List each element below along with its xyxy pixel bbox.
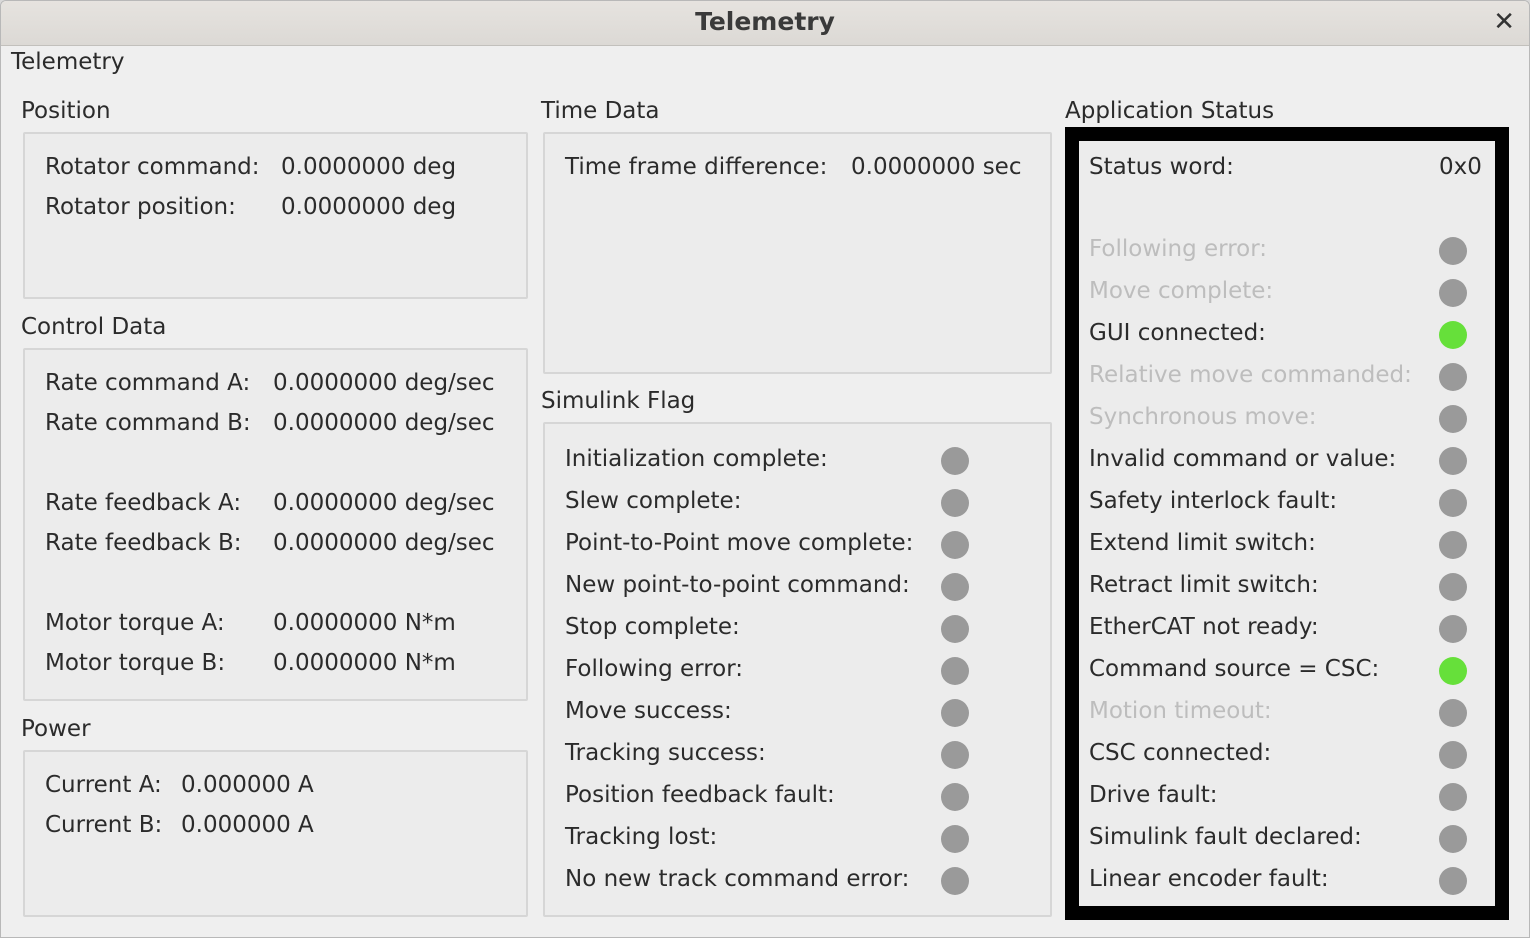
status-indicator-off xyxy=(1439,615,1467,643)
status-indicator-off xyxy=(941,615,969,643)
status-indicator-off xyxy=(1439,447,1467,475)
control-data-label: Motor torque B: xyxy=(45,650,226,676)
simulink-flag-label: No new track command error: xyxy=(565,866,910,892)
app-status-label: EtherCAT not ready: xyxy=(1089,614,1319,640)
simulink-flag-label: Tracking lost: xyxy=(565,824,718,850)
control-data-label: Motor torque A: xyxy=(45,610,225,636)
power-value: 0.000000 A xyxy=(181,812,314,838)
status-indicator-off xyxy=(1439,699,1467,727)
app-status-label: Command source = CSC: xyxy=(1089,656,1380,682)
status-indicator-off xyxy=(941,489,969,517)
tab-label: Telemetry xyxy=(11,49,125,75)
simulink-flag-label: Position feedback fault: xyxy=(565,782,835,808)
power-value: 0.000000 A xyxy=(181,772,314,798)
control-data-value: 0.0000000 deg/sec xyxy=(273,530,495,556)
close-icon[interactable]: ✕ xyxy=(1493,7,1515,37)
app-status-label: Extend limit switch: xyxy=(1089,530,1316,556)
power-group xyxy=(23,750,528,917)
control-data-label: Rate feedback A: xyxy=(45,490,242,516)
power-label: Current B: xyxy=(45,812,163,838)
time-frame-difference-value: 0.0000000 sec xyxy=(851,154,1022,180)
control-data-value: 0.0000000 deg/sec xyxy=(273,490,495,516)
status-indicator-off xyxy=(1439,573,1467,601)
status-indicator-off xyxy=(1439,363,1467,391)
app-status-label: Motion timeout: xyxy=(1089,698,1272,724)
app-status-label: Synchronous move: xyxy=(1089,404,1317,430)
power-label: Current A: xyxy=(45,772,162,798)
status-indicator-off xyxy=(1439,867,1467,895)
window-title: Telemetry xyxy=(695,7,835,36)
status-indicator-off xyxy=(941,573,969,601)
app-status-label: Retract limit switch: xyxy=(1089,572,1319,598)
position-value: 0.0000000 deg xyxy=(281,154,457,180)
app-status-label: Move complete: xyxy=(1089,278,1274,304)
status-indicator-off xyxy=(941,741,969,769)
status-indicator-off xyxy=(941,825,969,853)
simulink-flag-label: Point-to-Point move complete: xyxy=(565,530,914,556)
status-indicator-off xyxy=(941,531,969,559)
control-data-value: 0.0000000 deg/sec xyxy=(273,410,495,436)
control-data-value: 0.0000000 N*m xyxy=(273,610,456,636)
app-status-label: Invalid command or value: xyxy=(1089,446,1397,472)
status-indicator-on xyxy=(1439,657,1467,685)
position-group xyxy=(23,132,528,299)
status-word-value: 0x0 xyxy=(1439,154,1482,180)
app-status-label: Simulink fault declared: xyxy=(1089,824,1362,850)
simulink-flag-label: Tracking success: xyxy=(565,740,766,766)
status-indicator-off xyxy=(1439,825,1467,853)
control-data-label: Rate command A: xyxy=(45,370,251,396)
status-indicator-off xyxy=(1439,237,1467,265)
status-indicator-off xyxy=(1439,783,1467,811)
status-indicator-on xyxy=(1439,321,1467,349)
simulink-flag-label: Move success: xyxy=(565,698,732,724)
title-bar[interactable]: Telemetry ✕ xyxy=(1,1,1529,46)
position-label: Rotator position: xyxy=(45,194,236,220)
application-status-title: Application Status xyxy=(1065,98,1275,124)
status-indicator-off xyxy=(1439,405,1467,433)
status-indicator-off xyxy=(1439,531,1467,559)
app-status-label: Following error: xyxy=(1089,236,1268,262)
control-data-value: 0.0000000 deg/sec xyxy=(273,370,495,396)
control-data-label: Rate command B: xyxy=(45,410,251,436)
app-status-label: Relative move commanded: xyxy=(1089,362,1412,388)
application-status-group xyxy=(1065,127,1509,920)
status-word-label: Status word: xyxy=(1089,154,1234,180)
simulink-flag-label: Initialization complete: xyxy=(565,446,828,472)
simulink-flag-label: Following error: xyxy=(565,656,744,682)
time-data-group xyxy=(543,132,1052,374)
status-indicator-off xyxy=(941,867,969,895)
power-title: Power xyxy=(21,716,91,742)
position-label: Rotator command: xyxy=(45,154,260,180)
status-indicator-off xyxy=(1439,741,1467,769)
control-data-label: Rate feedback B: xyxy=(45,530,242,556)
time-data-title: Time Data xyxy=(541,98,660,124)
status-indicator-off xyxy=(1439,279,1467,307)
simulink-flag-title: Simulink Flag xyxy=(541,388,696,414)
position-value: 0.0000000 deg xyxy=(281,194,457,220)
time-frame-difference-label: Time frame difference: xyxy=(565,154,828,180)
status-indicator-off xyxy=(941,447,969,475)
app-status-label: CSC connected: xyxy=(1089,740,1272,766)
simulink-flag-label: Stop complete: xyxy=(565,614,740,640)
status-indicator-off xyxy=(941,783,969,811)
simulink-flag-label: New point-to-point command: xyxy=(565,572,910,598)
app-status-label: Drive fault: xyxy=(1089,782,1218,808)
status-indicator-off xyxy=(1439,489,1467,517)
status-indicator-off xyxy=(941,657,969,685)
position-title: Position xyxy=(21,98,111,124)
control-data-group xyxy=(23,348,528,701)
app-status-label: Linear encoder fault: xyxy=(1089,866,1329,892)
control-data-value: 0.0000000 N*m xyxy=(273,650,456,676)
simulink-flag-label: Slew complete: xyxy=(565,488,742,514)
control-data-title: Control Data xyxy=(21,314,167,340)
status-indicator-off xyxy=(941,699,969,727)
app-status-label: Safety interlock fault: xyxy=(1089,488,1338,514)
app-status-label: GUI connected: xyxy=(1089,320,1266,346)
